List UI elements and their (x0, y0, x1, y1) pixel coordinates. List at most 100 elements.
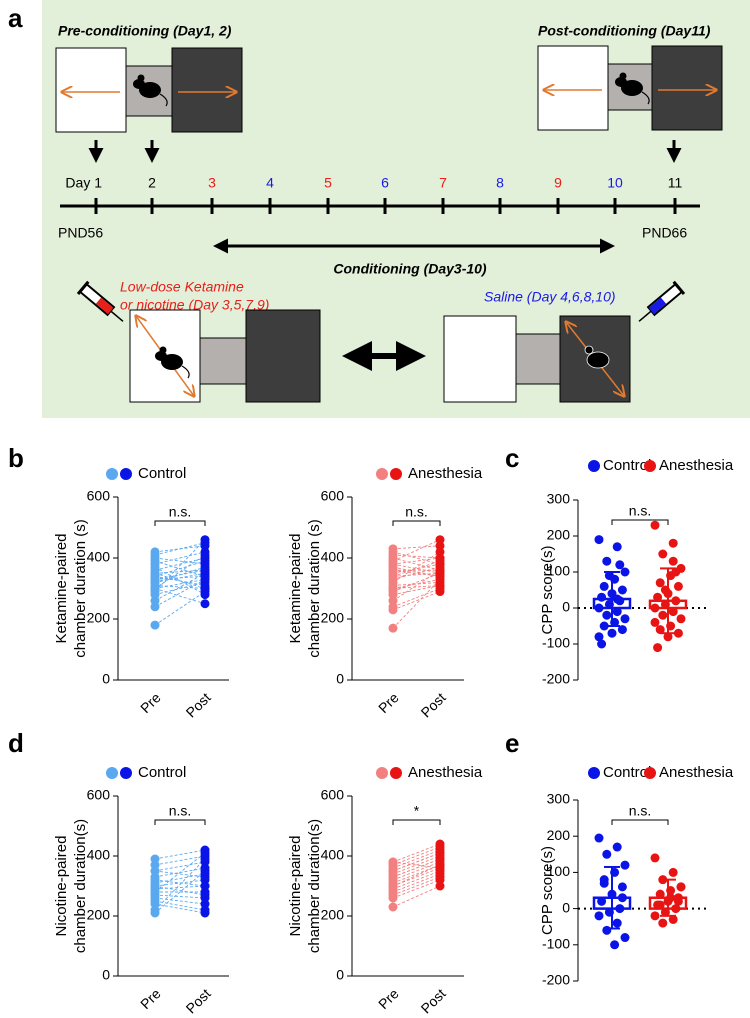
panel-label: b (8, 443, 24, 473)
data-point (668, 914, 678, 924)
data-point (388, 902, 398, 912)
y-tick-label: 0 (562, 599, 570, 615)
pair-line (154, 572, 206, 602)
pair-line (392, 579, 441, 629)
data-point (620, 860, 630, 870)
panel-label: d (8, 728, 24, 758)
pair-line (154, 591, 206, 626)
pair-line (154, 557, 206, 565)
chart: 0 200 400 600 Anesthesia * Pre Post Nicotine-pai… (287, 764, 483, 1017)
data-point (650, 520, 660, 530)
y-tick-label: 200 (321, 610, 345, 626)
data-point (597, 639, 607, 649)
significance-bracket (154, 819, 206, 825)
legend-swatch (106, 767, 118, 779)
pair-line (392, 591, 441, 611)
pair-line (154, 566, 206, 595)
y-axis-label: Nicotine-paired (53, 836, 70, 937)
data-point (200, 848, 210, 858)
pair-line (154, 879, 206, 887)
y-tick-label: 200 (547, 827, 571, 843)
legend-label: Anesthesia (408, 764, 483, 781)
y-tick-label: 200 (547, 527, 571, 543)
data-point (617, 585, 627, 595)
data-point (388, 872, 398, 882)
pair-line (154, 870, 206, 878)
data-point (150, 887, 160, 897)
pair-line (392, 569, 441, 577)
data-point (602, 610, 612, 620)
data-point (435, 541, 445, 551)
day-label: 8 (496, 175, 504, 191)
x-tick-label: Post (418, 689, 449, 720)
y-tick-label: 400 (87, 847, 111, 863)
pair-line (392, 581, 441, 586)
syringe-saline (638, 280, 686, 322)
pair-line (392, 861, 441, 881)
pair-line (392, 566, 441, 577)
legend-swatch (120, 767, 132, 779)
pre-title: Pre-conditioning (Day1, 2) (58, 23, 232, 39)
y-tick-label: -100 (542, 936, 570, 952)
data-point (602, 925, 612, 935)
significance-bracket (611, 519, 669, 525)
y-tick-label: 0 (336, 671, 344, 687)
pair-line (154, 855, 206, 866)
pair-line (392, 846, 441, 866)
pair-line (154, 897, 206, 905)
day-label: 6 (381, 175, 389, 191)
post-title: Post-conditioning (Day11) (538, 23, 711, 39)
data-point (668, 867, 678, 877)
significance-label: n.s. (629, 803, 652, 819)
data-point (607, 628, 617, 638)
legend-label: Anesthesia (659, 764, 734, 781)
data-point (650, 617, 660, 627)
pair-line (392, 864, 441, 887)
data-point (200, 872, 210, 882)
y-tick-label: 200 (321, 907, 345, 923)
data-point (602, 849, 612, 859)
significance-label: n.s. (405, 504, 428, 520)
y-axis-label: chamber duration(s) (72, 819, 89, 953)
data-point (200, 565, 210, 575)
chart: b 0 200 400 600 Control n.s. Pre Post Ketamine-pa… (8, 443, 229, 721)
significance-label: * (414, 803, 420, 819)
data-point (658, 610, 668, 620)
data-point (200, 550, 210, 560)
pair-line (392, 585, 441, 596)
pair-line (392, 849, 441, 869)
legend-swatch (644, 460, 656, 472)
data-point (200, 908, 210, 918)
data-point (597, 896, 607, 906)
pair-line (392, 588, 441, 608)
data-point (200, 599, 210, 609)
y-tick-label: 600 (321, 488, 345, 504)
data-point (650, 911, 660, 921)
chart: d 0 200 400 600 Control n.s. Pre Post Nicotine-pa… (8, 728, 229, 1017)
pair-line (392, 578, 441, 589)
pair-line (392, 545, 441, 550)
pair-line (392, 560, 441, 577)
data-point (676, 614, 686, 624)
pair-line (392, 858, 441, 878)
significance-bracket (392, 819, 441, 825)
data-point (150, 908, 160, 918)
drug-label: Low-dose Ketamine (120, 279, 244, 295)
data-point (673, 581, 683, 591)
y-axis-label: Nicotine-paired (287, 836, 304, 937)
pair-line (392, 864, 441, 884)
data-point (435, 580, 445, 590)
y-tick-label: 600 (87, 488, 111, 504)
data-point (617, 625, 627, 635)
pair-line (392, 551, 441, 565)
y-axis-label: Ketamine-paired (287, 533, 304, 643)
y-tick-label: 400 (321, 549, 345, 565)
pair-line (392, 855, 441, 875)
data-point (200, 881, 210, 891)
significance-label: n.s. (169, 803, 192, 819)
legend-swatch (120, 468, 132, 480)
y-tick-label: 0 (562, 899, 570, 915)
y-tick-label: 300 (547, 491, 571, 507)
pair-line (392, 569, 441, 602)
